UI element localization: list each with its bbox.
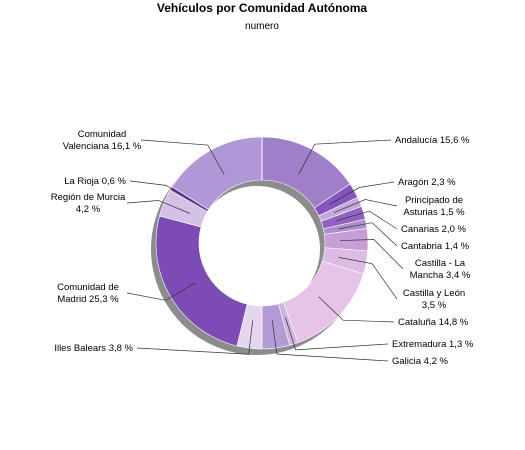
leader-line [136,320,254,355]
slice-label-line: Asturias 1,5 % [403,207,465,218]
slice-label-line: Castilla y León [403,288,465,299]
slice-label: Illes Balears 3,8 % [54,343,133,354]
slice-comunidad-de-madrid [155,215,248,347]
slice-label-line: Comunidad [78,129,127,140]
slice-label: Cantabria 1,4 % [401,241,470,252]
slice-label-line: Mancha 3,4 % [410,270,471,281]
leader-line [126,282,196,301]
slice-label: Canarias 2,0 % [401,224,467,235]
slice-label-line: Andalucía 15,6 % [395,135,470,146]
slice-label-line: Principado de [405,195,463,206]
chart-subtitle: numero [245,21,279,32]
slice-label-line: Comunidad de [57,282,119,293]
slice-label-line: Galicia 4,2 % [392,356,449,367]
slice-label: Castilla - La Mancha 3,4 % [410,258,471,281]
leader-line [333,199,398,214]
slice-label-line: Castilla - La [415,258,466,269]
slice-label: Cataluña 14,8 % [398,317,469,328]
slice-label: La Rioja 0,6 % [64,176,126,187]
donut-slices [155,133,369,350]
slice-label-line: Aragón 2,3 % [398,177,456,188]
slice-label-line: Illes Balears 3,8 % [54,343,133,354]
slice-label-line: Cataluña 14,8 % [398,317,469,328]
slice-label: Comunidad de Madrid 25,3 % [57,282,119,305]
leader-line [126,200,190,214]
slice-label-line: Madrid 25,3 % [57,294,119,305]
leader-line [329,181,395,205]
leader-line [129,180,196,204]
slice-label: Comunidad Valenciana 16,1 % [63,129,142,152]
slice-label: Castilla y León 3,5 % [403,288,465,311]
slice-label: Andalucía 15,6 % [395,135,470,146]
leader-line [318,296,395,323]
slice-label: Extremadura 1,3 % [392,339,474,350]
slice-labels: Andalucía 15,6 % Aragón 2,3 % Principado d… [51,129,474,367]
slice-label-line: Canarias 2,0 % [401,224,467,235]
slice-label: Región de Murcia 4,2 % [51,192,126,215]
leader-line [338,222,398,247]
leader-line [336,210,398,230]
slice-label-line: Extremadura 1,3 % [392,339,474,350]
slice-label-line: La Rioja 0,6 % [64,176,126,187]
leader-line [285,317,389,351]
leader-line [271,320,389,362]
leader-line [140,139,225,175]
leader-line [338,257,398,300]
slice-label: Galicia 4,2 % [392,356,449,367]
slice-label: Principado de Asturias 1,5 % [403,195,465,218]
slice-label-line: Valenciana 16,1 % [63,141,142,152]
slice-label-line: 3,5 % [422,300,447,311]
chart-title: Vehículos por Comunidad Autónoma [157,1,368,15]
slice-label: Aragón 2,3 % [398,177,456,188]
slice-label-line: Cantabria 1,4 % [401,241,470,252]
leader-line [298,139,392,175]
leader-line [339,239,404,270]
slice-label-line: 4,2 % [76,204,101,215]
slice-label-line: Región de Murcia [51,192,126,203]
